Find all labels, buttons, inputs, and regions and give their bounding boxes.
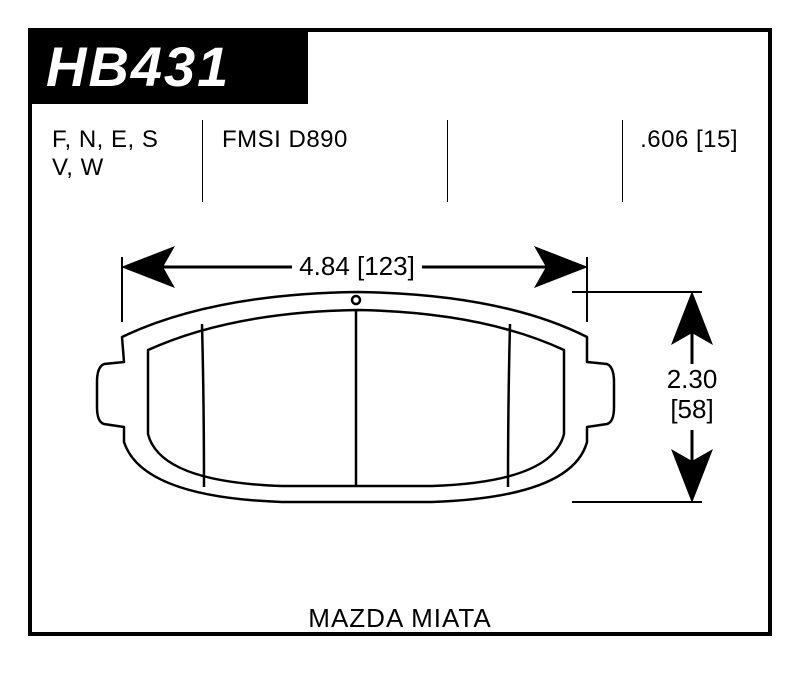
divider-3 xyxy=(622,120,623,202)
vehicle-label: MAZDA MIATA xyxy=(32,603,768,634)
brake-pad-diagram: 4.84 [123] 2.30 [58] xyxy=(32,202,772,602)
compounds-line2: V, W xyxy=(52,154,182,182)
spec-frame: HB431 F, N, E, S V, W FMSI D890 .606 [15… xyxy=(28,28,772,636)
thickness-cell: .606 [15] xyxy=(447,120,768,210)
title-bar: HB431 xyxy=(28,28,308,104)
thickness-value: .606 [15] xyxy=(467,126,738,154)
spec-row: F, N, E, S V, W FMSI D890 .606 [15] xyxy=(32,120,768,210)
height-label-2: [58] xyxy=(670,394,713,424)
part-number: HB431 xyxy=(46,34,230,99)
compounds-cell: F, N, E, S V, W xyxy=(32,120,202,210)
divider-2 xyxy=(447,120,448,202)
compounds-line1: F, N, E, S xyxy=(52,126,182,154)
divider-1 xyxy=(202,120,203,202)
brake-pad-shape xyxy=(97,292,614,502)
fmsi-cell: FMSI D890 xyxy=(202,120,447,210)
width-label: 4.84 [123] xyxy=(299,251,415,281)
fmsi-code: FMSI D890 xyxy=(222,126,427,154)
height-label-1: 2.30 xyxy=(667,364,718,394)
